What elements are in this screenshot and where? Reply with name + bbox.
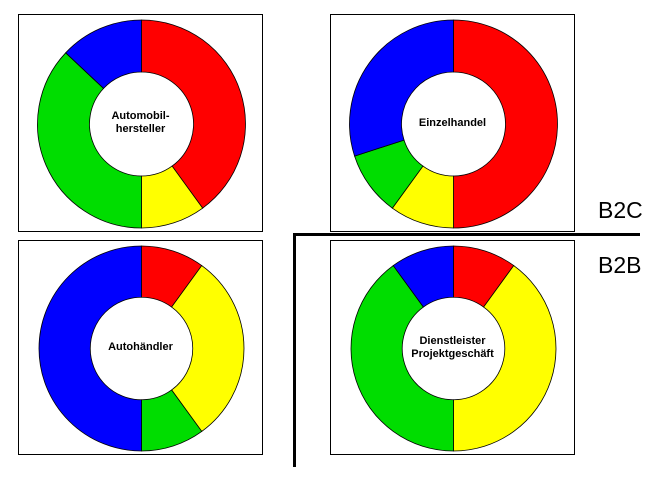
segment-divider-horizontal	[293, 233, 640, 236]
donut-slice-yellow	[171, 265, 245, 432]
donut-slice-red	[453, 19, 558, 229]
donut-chart	[350, 245, 557, 452]
chart-panel-dienstleister: Dienstleister Projektgeschäft	[330, 240, 575, 455]
donut-slice-blue	[65, 19, 142, 89]
donut-slice-blue	[392, 245, 454, 308]
donut-slice-yellow	[453, 265, 557, 452]
donut-chart	[37, 19, 246, 229]
donut-chart	[349, 19, 558, 229]
donut-slice-blue	[38, 245, 142, 452]
segment-label-b2c: B2C	[598, 197, 643, 223]
donut-slice-green	[37, 52, 142, 229]
chart-panel-automobilhersteller: Automobil- hersteller	[18, 14, 263, 232]
donut-slice-green	[350, 265, 454, 452]
segment-divider-vertical	[293, 233, 296, 467]
chart-panel-einzelhandel: Einzelhandel	[330, 14, 575, 232]
donut-slice-red	[141, 19, 246, 209]
chart-panel-autohaendler: Autohändler	[18, 240, 263, 455]
segment-label-b2b: B2B	[598, 252, 642, 278]
donut-chart	[38, 245, 245, 452]
donut-slice-blue	[349, 19, 454, 157]
